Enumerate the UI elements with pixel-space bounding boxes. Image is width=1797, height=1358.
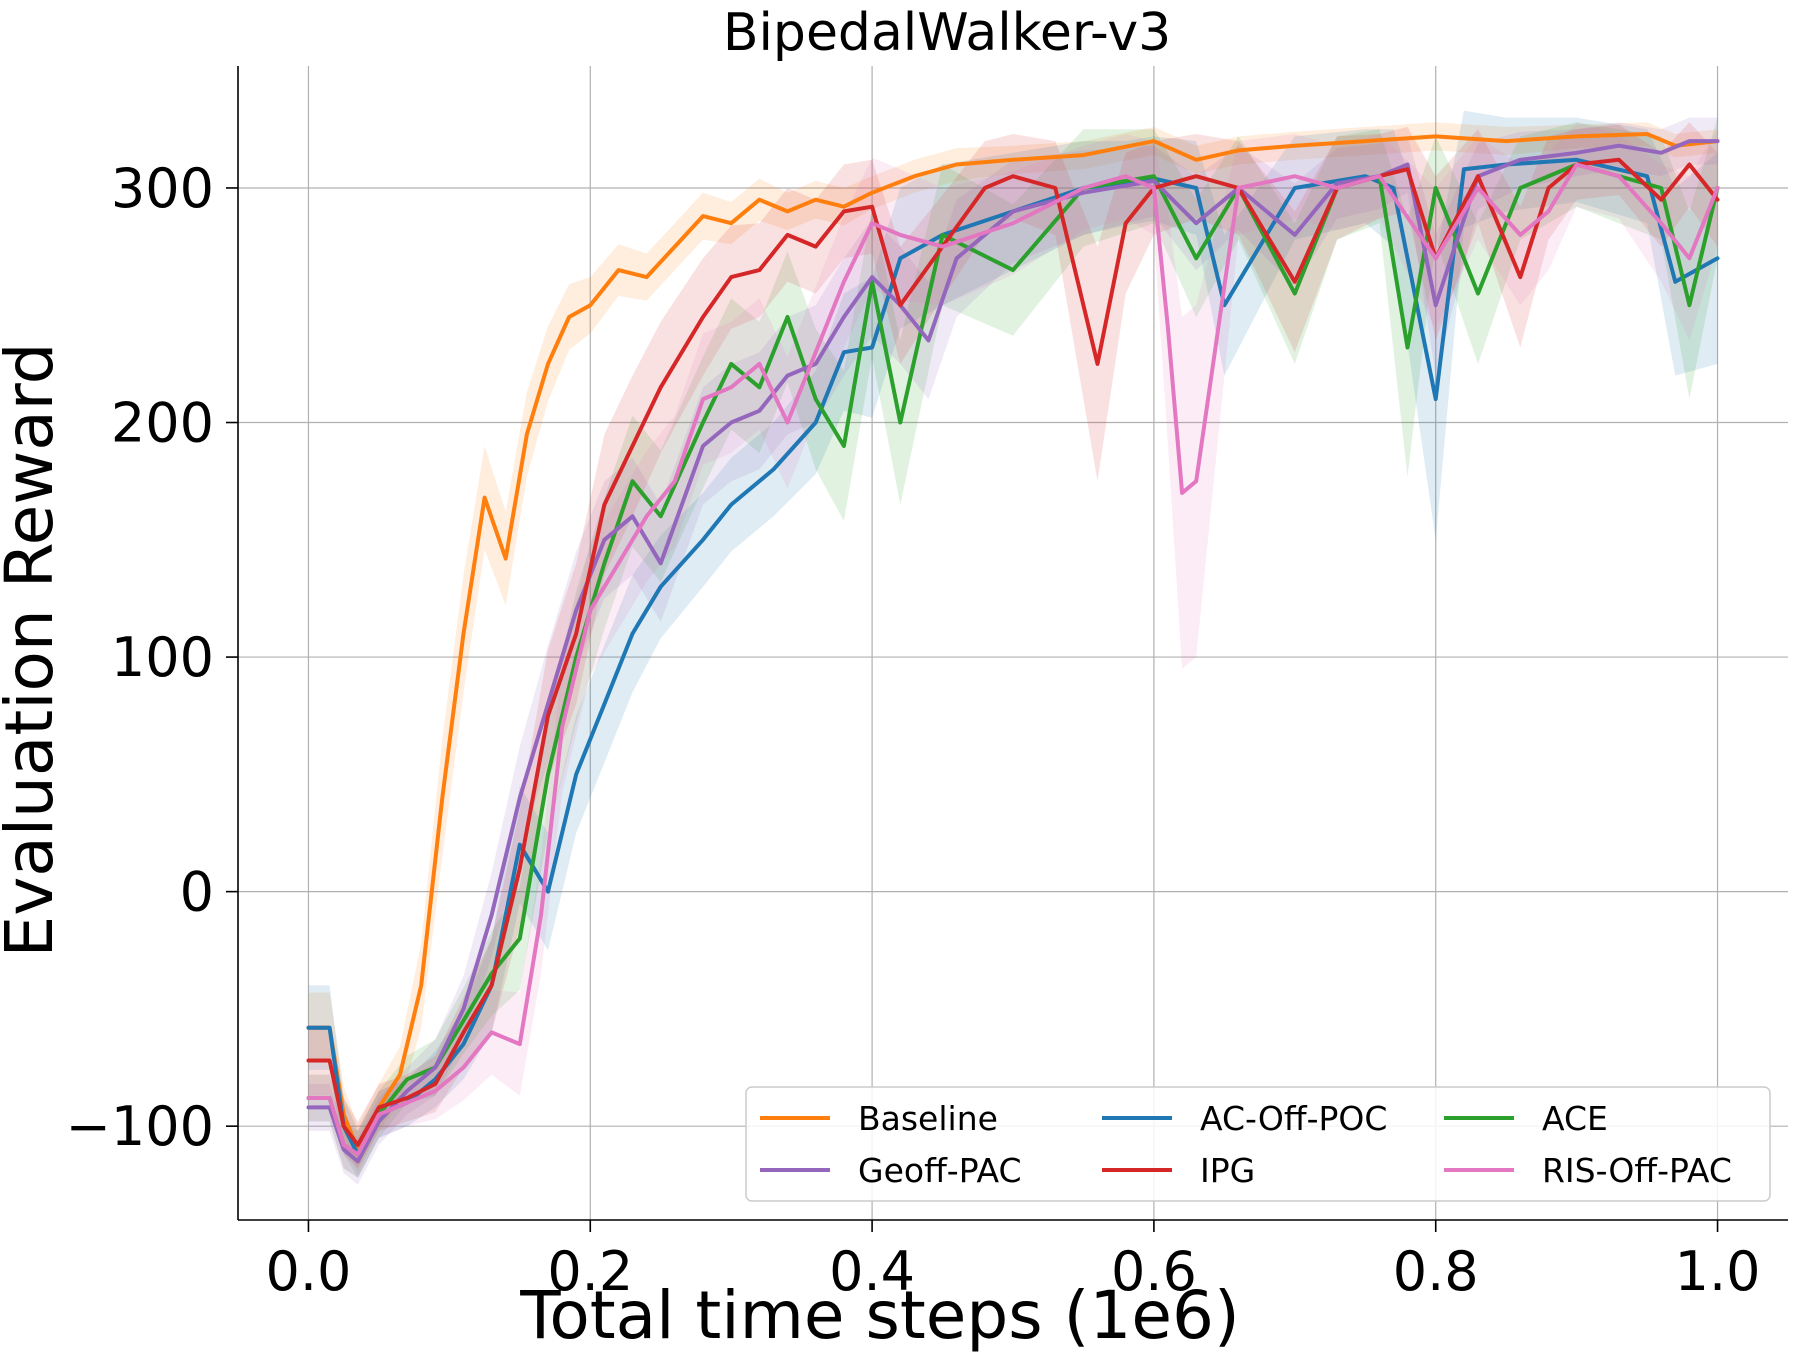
chart-title: BipedalWalker-v3 xyxy=(723,3,1171,63)
y-tick-label-4: 300 xyxy=(111,157,214,220)
line-series-0 xyxy=(306,132,1720,1152)
legend: Baseline AC-Off-POC ACE Geoff-PAC IPG RIS-Off… xyxy=(745,1086,1771,1202)
line-series-4 xyxy=(306,157,1720,1147)
legend-entry-2: ACE xyxy=(1444,1099,1608,1138)
y-tick-labels: −100 0 100 200 300 xyxy=(66,157,214,1158)
legend-label-2: ACE xyxy=(1542,1099,1608,1138)
legend-label-0: Baseline xyxy=(858,1099,998,1138)
y-tick-label-2: 100 xyxy=(111,626,214,689)
y-tick-label-1: 0 xyxy=(180,861,214,924)
x-tick-label-1: 0.2 xyxy=(547,1240,633,1303)
y-axis-title: Evaluation Reward xyxy=(0,342,68,957)
line-series-3 xyxy=(306,139,1720,1164)
x-tick-label-4: 0.8 xyxy=(1393,1240,1479,1303)
legend-label-4: IPG xyxy=(1200,1151,1255,1190)
line-series-5 xyxy=(306,162,1720,1157)
x-tick-label-0: 0.0 xyxy=(266,1240,352,1303)
legend-entry-4: IPG xyxy=(1102,1151,1255,1190)
legend-entry-3: Geoff-PAC xyxy=(760,1151,1022,1190)
series-lines xyxy=(306,132,1720,1164)
band-series-1 xyxy=(308,110,1718,1178)
legend-entries: Baseline AC-Off-POC ACE Geoff-PAC IPG RIS-Off… xyxy=(760,1099,1732,1190)
x-tick-label-5: 1.0 xyxy=(1675,1240,1761,1303)
x-tick-label-3: 0.6 xyxy=(1111,1240,1197,1303)
legend-entry-0: Baseline xyxy=(760,1099,998,1138)
legend-label-3: Geoff-PAC xyxy=(858,1151,1022,1190)
x-axis-title: Total time steps (1e6) xyxy=(519,1277,1239,1354)
band-series-5 xyxy=(308,122,1718,1178)
x-tick-labels: 0.0 0.2 0.4 0.6 0.8 1.0 xyxy=(266,1240,1761,1303)
line-series-2 xyxy=(306,162,1720,1157)
band-series-2 xyxy=(308,117,1718,1178)
legend-entry-1: AC-Off-POC xyxy=(1102,1099,1387,1138)
y-tick-label-3: 200 xyxy=(111,392,214,455)
x-tick-label-2: 0.4 xyxy=(829,1240,915,1303)
legend-label-1: AC-Off-POC xyxy=(1200,1099,1387,1138)
axes xyxy=(226,66,1788,1232)
y-tick-label-0: −100 xyxy=(66,1095,214,1158)
legend-label-5: RIS-Off-PAC xyxy=(1542,1151,1732,1190)
legend-frame xyxy=(745,1086,1771,1202)
legend-entry-5: RIS-Off-PAC xyxy=(1444,1151,1732,1190)
